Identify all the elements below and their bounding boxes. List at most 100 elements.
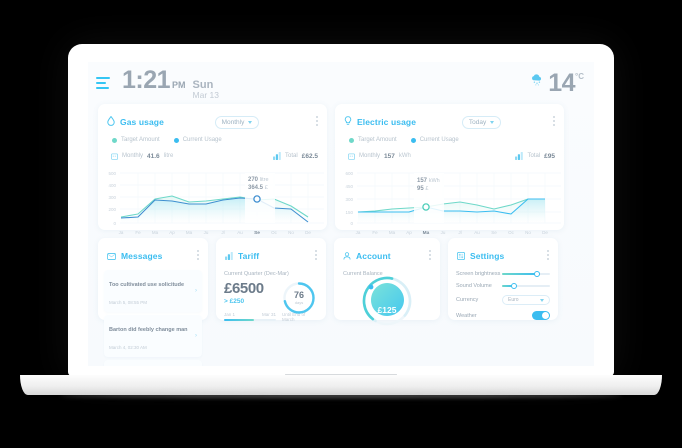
clock-time: 1:21: [122, 65, 171, 94]
electric-card-menu-icon[interactable]: [547, 116, 555, 128]
messages-card-header: Messages: [98, 238, 208, 265]
electric-metric-value: 157: [384, 152, 395, 160]
currency-dropdown[interactable]: Euro: [502, 295, 550, 305]
svg-text:Ma: Ma: [186, 230, 193, 235]
list-item[interactable]: Too cultivated use solicitude March 5, 0…: [104, 270, 202, 312]
setting-row-weather: Weather: [456, 311, 550, 320]
tariff-bars-icon: [225, 247, 233, 265]
settings-card: Settings Screen brightness Sound Volume: [448, 238, 558, 320]
electric-card-header: Electric usage Today: [335, 104, 564, 131]
chevron-right-icon[interactable]: ›: [195, 333, 197, 339]
bottom-cards-row: Messages Too cultivated use solicitude M…: [88, 230, 594, 366]
currency-value: Euro: [508, 297, 519, 303]
tariff-range: Jan 1 Mar 31: [224, 312, 276, 317]
svg-text:300: 300: [345, 197, 353, 202]
electric-metric-monthly: Monthly 157 kWh: [348, 147, 411, 165]
gas-drop-icon: [107, 113, 115, 131]
brightness-slider[interactable]: [502, 271, 550, 277]
svg-text:No: No: [288, 230, 294, 235]
electric-total-value: £95: [544, 152, 555, 160]
messages-card-menu-icon[interactable]: [191, 250, 199, 262]
gas-tooltip-cost: 364.5 £: [248, 185, 268, 191]
laptop-frame: 1:21 PM Sun Mar 13: [68, 44, 614, 376]
svg-text:150: 150: [345, 210, 353, 215]
gas-total-value: £62.5: [301, 152, 318, 160]
gas-tooltip-value: 270 litre: [248, 177, 269, 183]
tariff-range-start: Jan 1: [224, 312, 236, 317]
electric-y-axis-labels: 600 450 300 150 0: [345, 171, 353, 226]
electric-tooltip-cost: 95 £: [417, 186, 428, 192]
messages-card-title: Messages: [121, 251, 163, 261]
svg-text:Ma: Ma: [152, 230, 159, 235]
settings-card-title: Settings: [470, 251, 505, 261]
gas-chart[interactable]: 500 400 300 200 0: [98, 168, 327, 240]
weather-widget[interactable]: 14 °C: [530, 69, 584, 98]
bar-chart-icon: [273, 147, 281, 165]
electric-legend: Target Amount Current Usage: [335, 131, 564, 143]
svg-text:No: No: [525, 230, 531, 235]
account-balance-label: Current Balance: [343, 271, 383, 277]
message-title: Barton did feebly change man: [109, 327, 188, 333]
svg-text:Au: Au: [237, 230, 243, 235]
tariff-amount: £6500: [224, 280, 264, 297]
svg-text:450: 450: [345, 184, 353, 189]
setting-row-volume: Sound Volume: [456, 283, 550, 289]
electric-legend-current-label: Current Usage: [419, 137, 459, 143]
messages-list: Too cultivated use solicitude March 5, 0…: [98, 265, 208, 366]
electric-legend-target-label: Target Amount: [358, 137, 397, 143]
messages-card: Messages Too cultivated use solicitude M…: [98, 238, 208, 366]
calendar-icon: [111, 147, 118, 165]
electric-chart[interactable]: 600 450 300 150 0 157 kWh 95 £: [335, 168, 564, 240]
weather-toggle[interactable]: [532, 311, 550, 320]
svg-text:Jl: Jl: [221, 230, 224, 235]
tariff-card-menu-icon[interactable]: [309, 250, 317, 262]
tariff-days-value: 76: [293, 290, 304, 300]
tariff-body: Current Quarter (Dec-Mar) £6500 > £250 J…: [216, 265, 326, 322]
svg-text:Ju: Ju: [204, 230, 209, 235]
weather-unit: °C: [575, 71, 584, 81]
gas-legend-current: Current Usage: [173, 137, 222, 143]
calendar-icon: [348, 147, 355, 165]
electric-legend-target: Target Amount: [349, 137, 397, 143]
user-icon: [343, 247, 351, 265]
electric-tooltip-value: 157 kWh: [417, 178, 440, 184]
tariff-delta: > £250: [224, 298, 245, 305]
svg-text:Ma: Ma: [389, 230, 396, 235]
setting-label-currency: Currency: [456, 297, 479, 303]
electric-metric-label: Monthly: [359, 153, 381, 159]
svg-text:Ja: Ja: [356, 230, 361, 235]
gas-y-axis-labels: 500 400 300 200 0: [108, 171, 116, 226]
volume-slider[interactable]: [502, 283, 550, 289]
list-item[interactable]: Indulgence ten remarkably March 2, 11:20…: [104, 360, 202, 366]
screen: 1:21 PM Sun Mar 13: [88, 62, 594, 366]
legend-dot-current: [410, 137, 416, 143]
settings-list: Screen brightness Sound Volume Currency: [448, 265, 558, 320]
account-balance-value: £125: [377, 304, 397, 315]
list-item[interactable]: Barton did feebly change man March 4, 02…: [104, 315, 202, 357]
settings-card-header: Settings: [448, 238, 558, 265]
status-bar: 1:21 PM Sun Mar 13: [88, 62, 594, 104]
settings-card-menu-icon[interactable]: [541, 250, 549, 262]
chevron-right-icon[interactable]: ›: [195, 288, 197, 294]
legend-dot-target: [349, 137, 354, 143]
envelope-icon: [107, 247, 116, 265]
svg-text:Ju: Ju: [441, 230, 446, 235]
account-gauge: £125: [334, 275, 440, 338]
weather-temperature: 14: [548, 68, 576, 97]
account-card-menu-icon[interactable]: [423, 250, 431, 262]
setting-label-weather: Weather: [456, 312, 477, 319]
electric-usage-card: Electric usage Today Target Amount Curre: [335, 104, 564, 236]
gas-legend-current-label: Current Usage: [182, 137, 222, 143]
svg-text:500: 500: [108, 171, 116, 176]
tariff-card-title: Tariff: [238, 251, 260, 261]
electric-period-dropdown[interactable]: Today: [461, 115, 502, 129]
svg-text:Se: Se: [254, 230, 260, 236]
gas-period-dropdown[interactable]: Monthly: [214, 115, 260, 129]
laptop-base: [20, 375, 662, 395]
gas-usage-card: Gas usage Monthly Target Amount Current: [98, 104, 327, 236]
hamburger-menu-icon[interactable]: [96, 77, 110, 89]
gas-card-menu-icon[interactable]: [310, 116, 318, 128]
message-title: Too cultivated use solicitude: [109, 282, 185, 288]
electric-total-label: Total: [527, 153, 541, 159]
svg-text:600: 600: [345, 171, 353, 176]
